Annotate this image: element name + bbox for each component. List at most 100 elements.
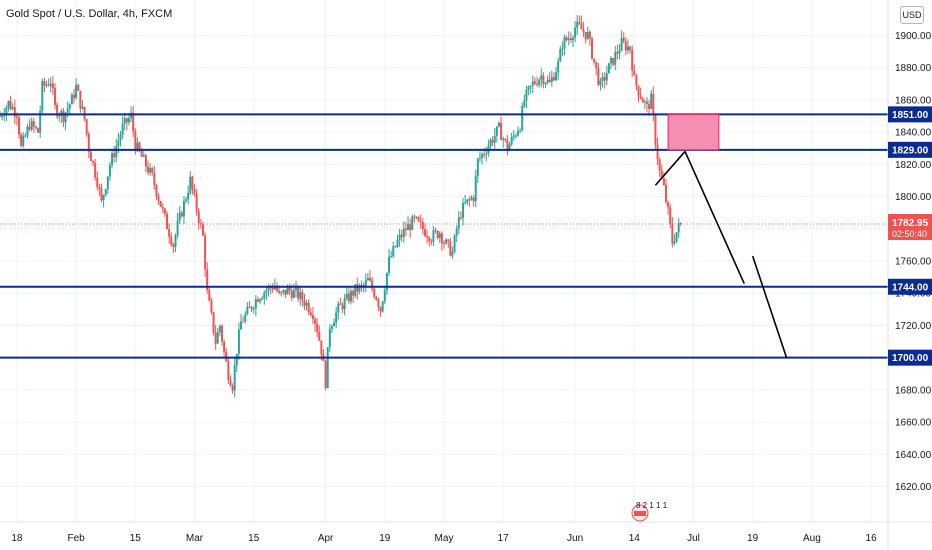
candle-body [610,58,613,64]
candle-body [626,46,629,51]
candle-body [493,135,496,143]
candle-body [58,115,61,117]
candle-body [449,241,452,256]
candle-body [102,195,105,201]
candle-body [641,98,644,103]
candle-body [504,138,507,141]
chart-title: Gold Spot / U.S. Dollar, 4h, FXCM [6,8,173,20]
y-tick-label: 1640.00 [895,450,932,461]
x-tick-label: Feb [67,533,85,544]
candle-body [295,287,297,290]
last-price-badge [888,214,932,241]
candle-body [388,256,391,273]
candle-body [9,101,12,109]
candle-body [576,21,579,28]
candle-body [13,107,16,117]
candle-body [563,37,566,49]
candle-body [263,292,266,299]
candle-body [134,131,137,151]
countdown-label: 02:50:40 [892,229,927,239]
candle-body [117,140,120,147]
candle-body [214,332,217,344]
candle-body [159,200,162,207]
candle-body [599,80,602,85]
candle-body [459,217,462,219]
candle-body [419,220,422,223]
candle-body [462,203,465,218]
candle-body [185,199,188,201]
candle-body [163,208,166,214]
candle-body [349,291,352,302]
candle-body [326,347,329,389]
x-tick-label: Jul [687,533,700,544]
y-tick-label: 1800.00 [895,192,932,203]
candle-body [18,117,21,135]
candle-body [591,38,593,59]
candle-body [30,121,33,130]
candle-body [193,189,196,194]
candle-body [3,114,6,117]
candle-body [32,121,35,127]
candle-body [656,144,659,160]
candle-body [41,81,44,111]
candle-body [622,38,625,42]
candle-body [256,299,259,302]
projection-line [684,151,745,284]
candle-body [665,184,667,203]
candle-body [588,31,591,39]
candle-body [225,351,228,362]
candle-body [170,236,173,245]
candle-body [536,83,539,85]
candle-body [123,118,126,124]
x-tick-label: Mar [186,533,204,544]
candle-body [0,116,1,117]
candle-body [377,299,380,308]
currency-button[interactable]: USD [900,6,924,24]
candle-body [438,233,441,239]
candle-body [629,46,632,51]
y-tick-label: 1680.00 [895,385,932,396]
x-tick-label: Jun [567,533,583,544]
candle-body [352,291,355,296]
candle-body [284,289,287,295]
candle-body [96,177,99,187]
candle-body [658,159,661,171]
x-tick-label: 15 [130,533,142,544]
candle-body [138,142,141,151]
candle-body [11,107,14,109]
level-label: 1700.00 [892,353,929,364]
candle-body [341,304,344,310]
candle-body [369,277,371,281]
candle-body [362,284,365,286]
candle-body [402,228,405,238]
candle-body [364,280,367,286]
y-tick-label: 1860.00 [895,95,932,106]
candle-body [417,217,420,221]
candle-body [130,112,133,119]
candle-body [582,29,585,32]
candle-body [466,199,469,203]
candle-body [601,76,604,81]
candle-body [510,136,513,145]
candle-body [385,272,388,291]
candle-body [580,23,583,30]
candle-body [197,211,200,224]
level-label: 1744.00 [892,282,929,293]
candle-body [66,108,69,113]
candle-body [75,84,78,98]
candle-body [637,85,640,96]
candle-body [15,116,18,118]
candle-body [176,220,179,236]
candle-body [506,140,509,151]
candle-body [595,61,598,69]
candle-body [81,106,84,109]
candle-body [5,107,8,115]
candle-body [345,293,348,299]
candle-body [667,202,670,208]
candle-body [525,89,528,101]
candle-body [472,197,475,202]
candle-body [489,140,492,147]
candle-body [227,361,230,381]
